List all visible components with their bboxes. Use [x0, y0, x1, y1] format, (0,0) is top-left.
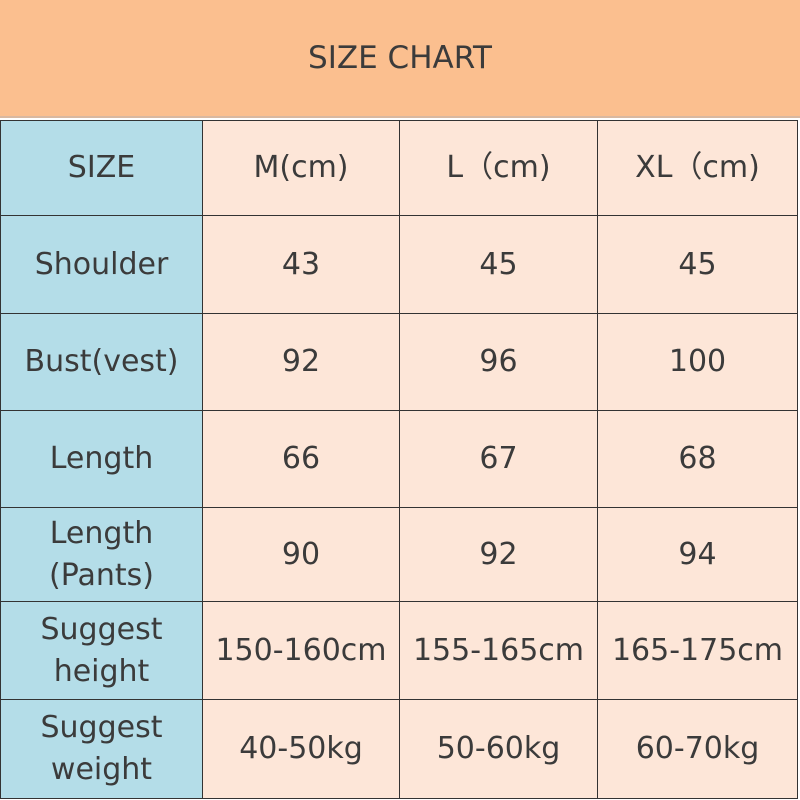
value-cell: 67: [399, 410, 598, 508]
value-cell: 96: [399, 313, 598, 411]
value-cell: 90: [202, 507, 400, 602]
value-cell: 92: [399, 507, 598, 602]
table-row: Length 66 67 68: [0, 410, 798, 508]
header-cell: XL（cm): [597, 120, 798, 216]
value-cell: 68: [597, 410, 798, 508]
row-label: Suggest weight: [0, 699, 203, 799]
size-chart-title: SIZE CHART: [0, 0, 800, 118]
table-row: Bust(vest) 92 96 100: [0, 313, 798, 411]
value-cell: 150-160cm: [202, 601, 400, 700]
row-label: Length: [0, 410, 203, 508]
value-cell: 50-60kg: [399, 699, 598, 799]
header-cell: SIZE: [0, 120, 203, 216]
row-label: Bust(vest): [0, 313, 203, 411]
table-row: Suggest height 150-160cm 155-165cm 165-175c…: [0, 601, 798, 700]
row-label: Suggest height: [0, 601, 203, 700]
table-row: Suggest weight 40-50kg 50-60kg 60-70kg: [0, 699, 798, 799]
value-cell: 60-70kg: [597, 699, 798, 799]
value-cell: 45: [597, 215, 798, 314]
value-cell: 92: [202, 313, 400, 411]
header-cell: L（cm): [399, 120, 598, 216]
header-row: SIZE M(cm) L（cm) XL（cm): [0, 120, 798, 216]
row-label: Length (Pants): [0, 507, 203, 602]
value-cell: 43: [202, 215, 400, 314]
value-cell: 94: [597, 507, 798, 602]
value-cell: 40-50kg: [202, 699, 400, 799]
value-cell: 66: [202, 410, 400, 508]
table-row: Length (Pants) 90 92 94: [0, 507, 798, 602]
header-cell: M(cm): [202, 120, 400, 216]
row-label: Shoulder: [0, 215, 203, 314]
value-cell: 100: [597, 313, 798, 411]
value-cell: 155-165cm: [399, 601, 598, 700]
value-cell: 165-175cm: [597, 601, 798, 700]
value-cell: 45: [399, 215, 598, 314]
size-table: SIZE M(cm) L（cm) XL（cm) Shoulder 43 45 45 Bu…: [0, 120, 798, 799]
table-row: Shoulder 43 45 45: [0, 215, 798, 314]
